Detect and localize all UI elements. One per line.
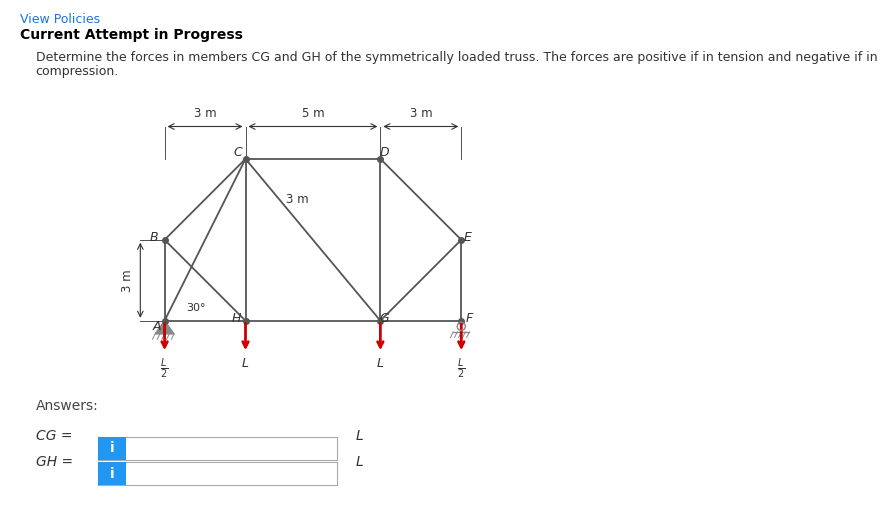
Text: Current Attempt in Progress: Current Attempt in Progress: [20, 28, 242, 42]
Text: 5 m: 5 m: [302, 107, 324, 120]
Text: i: i: [109, 467, 115, 481]
Text: B: B: [149, 231, 158, 244]
Text: CG =: CG =: [36, 429, 72, 443]
Text: L: L: [355, 455, 363, 469]
Text: F: F: [466, 311, 473, 325]
Text: L: L: [377, 357, 384, 370]
Text: Determine the forces in members CG and GH of the symmetrically loaded truss. The: Determine the forces in members CG and G…: [36, 51, 877, 64]
Text: 3 m: 3 m: [409, 107, 432, 120]
Text: H: H: [232, 311, 241, 325]
Text: i: i: [109, 441, 115, 455]
Text: 3 m: 3 m: [194, 107, 217, 120]
Text: D: D: [379, 146, 389, 158]
Text: A: A: [152, 320, 161, 333]
Text: G: G: [379, 311, 389, 325]
Text: Answers:: Answers:: [36, 399, 99, 413]
Text: C: C: [233, 146, 242, 158]
Polygon shape: [155, 321, 174, 334]
Text: L: L: [355, 429, 363, 443]
Text: $\frac{L}{2}$: $\frac{L}{2}$: [457, 357, 465, 382]
Text: View Policies: View Policies: [20, 13, 99, 26]
Text: GH =: GH =: [36, 455, 73, 469]
Text: $\frac{L}{2}$: $\frac{L}{2}$: [161, 357, 169, 382]
Text: 3 m: 3 m: [286, 193, 309, 206]
Text: 30°: 30°: [186, 303, 206, 312]
Text: 3 m: 3 m: [121, 269, 133, 292]
Text: compression.: compression.: [36, 65, 119, 78]
Text: L: L: [242, 357, 249, 370]
Text: E: E: [464, 231, 472, 244]
